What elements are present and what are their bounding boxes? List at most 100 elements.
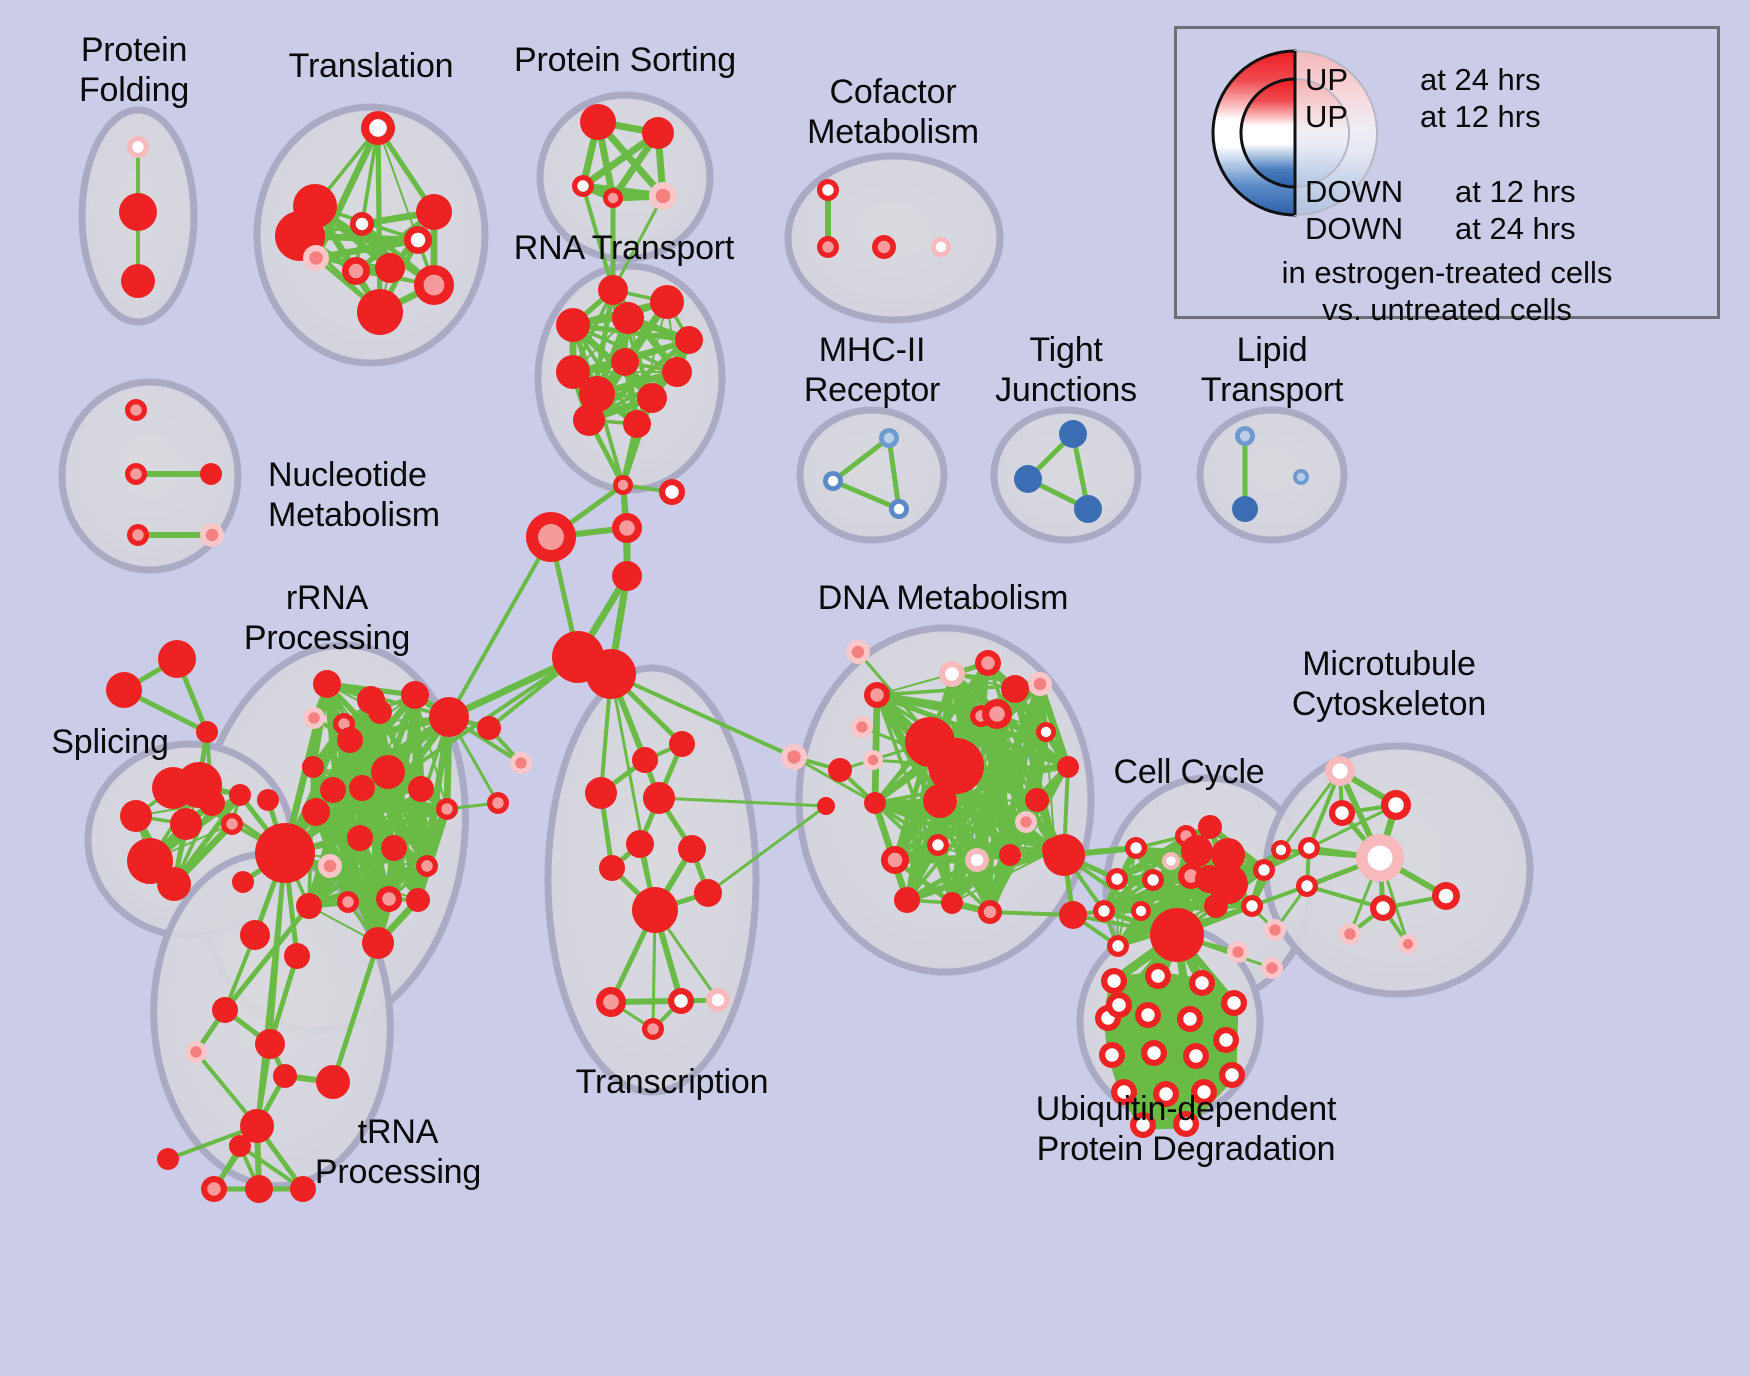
network-node [1329, 800, 1355, 826]
network-node [1043, 834, 1085, 876]
network-node [1181, 835, 1213, 867]
network-node [659, 479, 685, 505]
network-node [157, 867, 191, 901]
network-node [864, 792, 886, 814]
network-node [1125, 837, 1147, 859]
network-node [376, 886, 402, 912]
network-node [1074, 495, 1102, 523]
network-node [613, 475, 633, 495]
network-node [125, 463, 147, 485]
network-node [357, 289, 403, 335]
network-node [200, 523, 224, 547]
cluster-label-dna-metabolism: DNA Metabolism [817, 579, 1069, 617]
network-node [1356, 834, 1404, 882]
network-node [1177, 1006, 1203, 1032]
network-node [1106, 992, 1132, 1018]
network-node [119, 193, 157, 231]
network-node [586, 649, 636, 699]
network-node [229, 1135, 251, 1157]
network-node [1221, 990, 1247, 1016]
network-node [999, 844, 1021, 866]
network-node [556, 308, 590, 342]
network-node [212, 997, 238, 1023]
network-node [1213, 1027, 1239, 1053]
network-node [414, 265, 454, 305]
network-node [361, 111, 395, 145]
network-node [302, 756, 324, 778]
network-node [1036, 722, 1056, 742]
network-node [1015, 811, 1037, 833]
network-node [623, 410, 651, 438]
network-node [313, 670, 341, 698]
legend-box: UP at 24 hrs UP at 12 hrs DOWN at 12 hrs… [1174, 26, 1720, 327]
cluster-label-cell-cycle: Cell Cycle [1113, 753, 1265, 791]
network-node [975, 650, 1001, 676]
network-node [1142, 869, 1164, 891]
network-node [1106, 868, 1128, 890]
cluster-label-microtubule-cytoskeleton: Microtubule Cytoskeleton [1291, 645, 1487, 723]
network-node [368, 700, 392, 724]
legend-time-1: at 12 hrs [1420, 99, 1541, 134]
network-node [1381, 790, 1411, 820]
network-node [931, 237, 951, 257]
network-node [1195, 865, 1223, 893]
network-node [642, 117, 674, 149]
network-node [1162, 852, 1180, 870]
legend-state-1: UP [1305, 99, 1349, 134]
network-node [375, 253, 405, 283]
cluster-label-trna-processing: tRNA Processing [314, 1113, 482, 1191]
network-node [927, 834, 949, 856]
network-node [675, 326, 703, 354]
network-node [416, 194, 452, 230]
network-node [650, 285, 684, 319]
legend-state-2: DOWN [1305, 174, 1404, 209]
network-node [1099, 1042, 1125, 1068]
network-node [706, 988, 730, 1012]
network-node [347, 825, 373, 851]
network-node [881, 846, 909, 874]
network-node [662, 357, 692, 387]
network-node [1298, 837, 1320, 859]
network-node [1153, 1081, 1179, 1107]
legend-time-3: at 24 hrs [1455, 211, 1576, 246]
network-node [221, 813, 243, 835]
network-node [342, 257, 370, 285]
network-node [404, 226, 432, 254]
network-node [401, 681, 429, 709]
network-node [487, 792, 509, 814]
network-node [1150, 908, 1204, 962]
network-node [1101, 968, 1127, 994]
network-node [637, 383, 667, 413]
network-node [127, 136, 149, 158]
network-node [1219, 1062, 1245, 1088]
network-node [157, 1148, 179, 1170]
network-node [1130, 1112, 1156, 1138]
network-node [106, 672, 142, 708]
network-node [889, 499, 909, 519]
network-node [846, 640, 870, 664]
legend-time-0: at 24 hrs [1420, 62, 1541, 97]
network-node [436, 798, 458, 820]
network-node [939, 661, 965, 687]
network-node [296, 893, 322, 919]
network-node [273, 1064, 297, 1088]
cluster-ellipse-cofactor-metabolism [784, 152, 1004, 324]
cluster-label-tight-junctions: Tight Junctions [995, 331, 1137, 409]
network-node [1059, 420, 1087, 448]
network-node [408, 776, 434, 802]
network-node [1232, 496, 1258, 522]
network-node [1183, 1043, 1209, 1069]
network-node [200, 463, 222, 485]
network-node [1145, 963, 1171, 989]
legend-caption-line-1: in estrogen-treated cells [1281, 255, 1613, 290]
network-node [649, 182, 677, 210]
network-node [185, 1041, 207, 1063]
cluster-label-ubiquitin-degradation: Ubiquitin-dependent Protein Degradation [1035, 1090, 1337, 1168]
network-node [781, 744, 807, 770]
network-node [1339, 923, 1361, 945]
network-node [1014, 465, 1042, 493]
network-node [603, 188, 623, 208]
network-node [694, 879, 722, 907]
network-node [120, 800, 152, 832]
network-node [928, 738, 984, 794]
